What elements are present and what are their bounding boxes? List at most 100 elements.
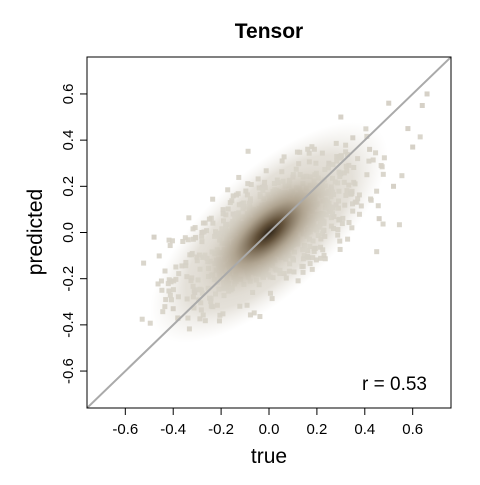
data-point: [170, 306, 176, 312]
data-point: [319, 150, 325, 156]
data-point: [227, 200, 233, 206]
data-point: [300, 269, 306, 275]
data-point: [380, 171, 386, 177]
data-point: [190, 226, 196, 232]
data-point: [338, 114, 344, 120]
y-axis: -0.6 -0.4 -0.2 0.0 0.2 0.4 0.6: [60, 84, 88, 384]
data-point: [173, 276, 179, 282]
y-tick-label: -0.2: [60, 266, 77, 292]
data-point: [202, 318, 208, 324]
data-point: [296, 161, 302, 167]
data-point: [379, 164, 385, 170]
data-point: [156, 253, 162, 259]
data-point: [349, 225, 355, 231]
data-point: [350, 201, 356, 207]
y-tick-label: 0.0: [60, 222, 77, 243]
data-point: [175, 315, 181, 321]
x-tick-label: -0.2: [208, 421, 234, 438]
data-point: [237, 303, 243, 309]
data-point: [220, 207, 226, 213]
data-point: [225, 206, 231, 212]
data-point: [386, 100, 392, 106]
data-point: [220, 311, 226, 317]
data-point: [337, 246, 343, 252]
data-point: [200, 312, 206, 318]
data-point: [309, 266, 315, 272]
data-point: [295, 278, 301, 284]
data-point: [233, 192, 239, 198]
data-point: [199, 239, 205, 245]
data-point: [217, 312, 223, 318]
y-tick-label: -0.6: [60, 358, 77, 384]
plot-area: [87, 57, 451, 408]
y-axis-title: predicted: [24, 189, 47, 275]
data-point: [190, 283, 196, 289]
data-point: [345, 236, 351, 242]
data-point: [166, 288, 172, 294]
data-point: [245, 181, 251, 187]
data-point: [358, 203, 364, 209]
data-point: [346, 219, 352, 225]
data-point: [321, 252, 327, 258]
data-point: [163, 297, 169, 303]
data-point: [168, 297, 174, 303]
data-point: [291, 269, 297, 275]
data-point: [376, 216, 382, 222]
data-point: [380, 221, 386, 227]
data-point: [158, 278, 164, 284]
x-tick-label: 0.2: [306, 421, 327, 438]
x-axis: -0.6 -0.4 -0.2 0.0 0.2 0.4 0.6: [112, 407, 423, 438]
data-point: [197, 316, 203, 322]
data-point: [354, 199, 360, 205]
data-point: [335, 227, 341, 233]
data-point: [286, 268, 292, 274]
data-point: [311, 248, 317, 254]
data-point: [194, 254, 200, 260]
data-point: [364, 133, 370, 139]
data-point: [263, 168, 269, 174]
data-point: [176, 271, 182, 277]
data-point: [318, 244, 324, 250]
data-point: [279, 158, 285, 164]
data-point: [370, 157, 376, 163]
data-point: [223, 212, 229, 218]
data-point: [162, 268, 168, 274]
data-point: [334, 154, 340, 160]
data-point: [399, 173, 405, 179]
data-point: [305, 255, 311, 261]
data-point: [311, 146, 317, 152]
data-point: [405, 126, 411, 132]
data-point: [343, 192, 349, 198]
data-point: [305, 146, 311, 152]
y-tick-label: 0.2: [60, 176, 77, 197]
data-point: [318, 236, 324, 242]
data-point: [333, 140, 339, 146]
data-point: [355, 156, 361, 162]
data-point: [170, 287, 176, 293]
data-point: [244, 302, 250, 308]
data-point: [159, 287, 165, 293]
y-tick-label: -0.4: [60, 312, 77, 338]
data-point: [262, 179, 268, 185]
data-point: [417, 134, 423, 140]
data-point: [188, 278, 194, 284]
data-point: [281, 154, 287, 160]
data-point: [192, 290, 198, 296]
data-point: [381, 155, 387, 161]
data-point: [279, 169, 285, 175]
data-point: [190, 236, 196, 242]
data-point: [155, 281, 161, 287]
data-point: [166, 237, 172, 243]
data-point: [165, 281, 171, 287]
data-point: [160, 309, 166, 315]
data-point: [183, 263, 189, 269]
data-point: [147, 320, 153, 326]
data-point: [236, 174, 242, 180]
identity-line: [87, 57, 451, 408]
data-point: [180, 238, 186, 244]
data-point: [186, 326, 192, 332]
data-point: [184, 274, 190, 280]
y-tick-label: 0.4: [60, 130, 77, 151]
data-point: [208, 303, 214, 309]
